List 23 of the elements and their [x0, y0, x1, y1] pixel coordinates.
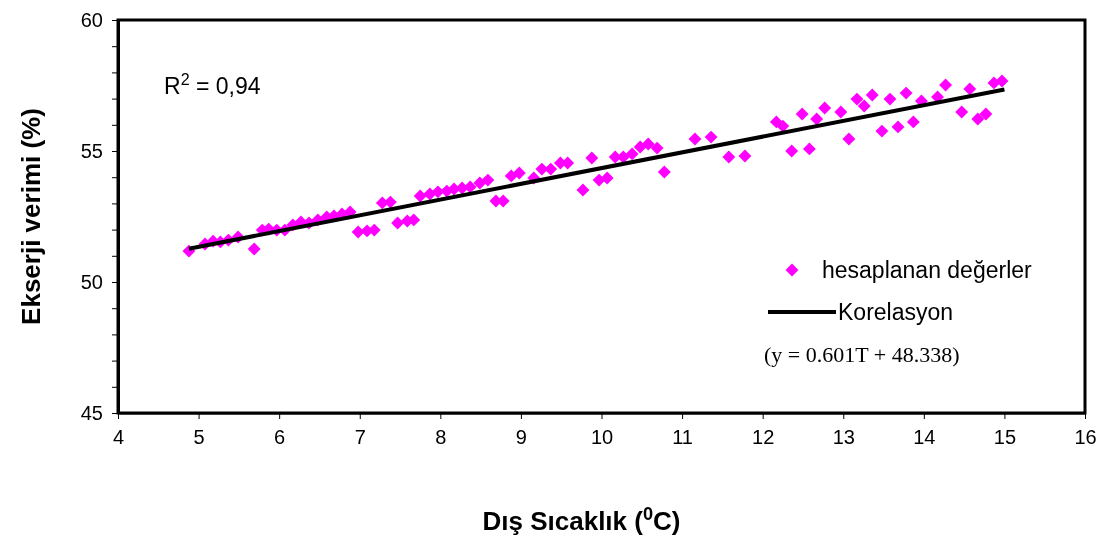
- x-tick-label: 11: [672, 426, 693, 448]
- y-axis-title: Ekserji verimi (%): [16, 108, 46, 325]
- x-axis-title: Dış Sıcaklık ($^{0}$C): [482, 504, 681, 536]
- legend-label: hesaplanan değerler: [822, 257, 1033, 283]
- x-tick-label: 9: [515, 426, 527, 448]
- x-tick-label: 15: [993, 426, 1017, 448]
- y-tick-label: 60: [80, 8, 103, 31]
- x-tick-label: 7: [354, 426, 366, 448]
- x-tick-label: 12: [752, 426, 775, 448]
- annotation: R$^{2}$ = 0,94: [164, 70, 261, 99]
- y-tick-label: 45: [80, 401, 103, 424]
- x-tick-label: 8: [435, 426, 447, 448]
- x-tick-label: 10: [590, 426, 614, 448]
- legend-label: Korelasyon: [838, 299, 954, 325]
- x-tick-label: 13: [832, 426, 855, 448]
- annotation: (y = 0.601T + 48.338): [764, 342, 960, 367]
- y-tick-label: 55: [80, 139, 103, 162]
- x-tick-label: 14: [913, 426, 936, 448]
- x-tick-label: 5: [193, 426, 205, 448]
- x-tick-label: 16: [1074, 426, 1097, 448]
- x-tick-label: 6: [274, 426, 286, 448]
- x-tick-label: 4: [112, 426, 125, 448]
- y-tick-label: 50: [80, 270, 103, 293]
